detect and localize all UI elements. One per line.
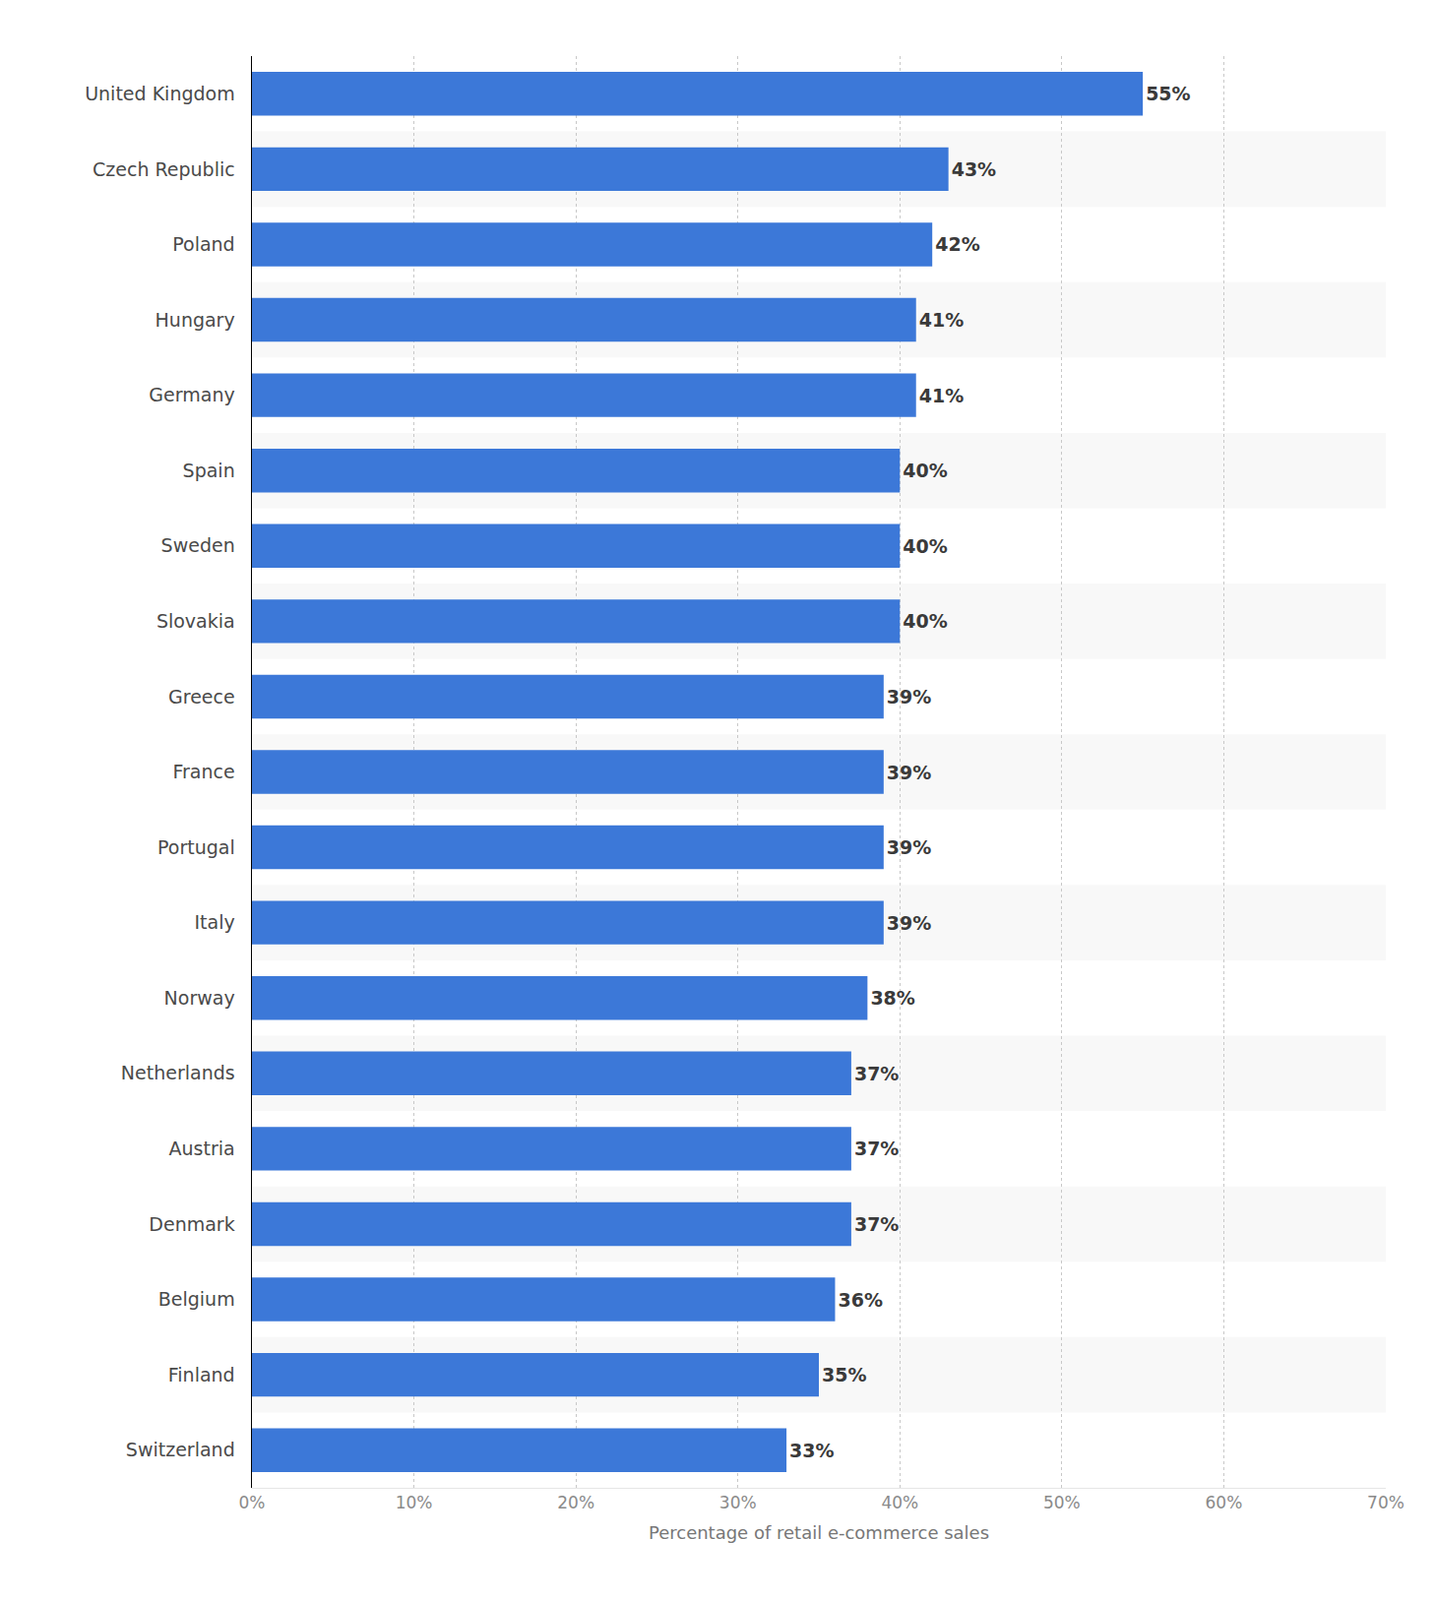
svg-text:Switzerland: Switzerland <box>125 1438 236 1461</box>
svg-text:39%: 39% <box>886 761 932 784</box>
svg-text:40%: 40% <box>902 459 947 482</box>
svg-text:20%: 20% <box>557 1493 595 1513</box>
svg-text:39%: 39% <box>886 836 932 859</box>
svg-text:Hungary: Hungary <box>155 309 236 331</box>
svg-text:30%: 30% <box>719 1493 757 1513</box>
svg-text:United Kingdom: United Kingdom <box>84 82 236 105</box>
svg-text:39%: 39% <box>886 912 932 935</box>
svg-text:Slovakia: Slovakia <box>156 610 236 632</box>
svg-text:38%: 38% <box>870 987 915 1009</box>
svg-text:33%: 33% <box>789 1439 834 1462</box>
svg-text:37%: 37% <box>854 1137 899 1160</box>
svg-text:Finland: Finland <box>168 1364 236 1386</box>
svg-text:35%: 35% <box>821 1364 867 1386</box>
svg-text:50%: 50% <box>1043 1493 1081 1513</box>
svg-text:36%: 36% <box>837 1289 882 1311</box>
svg-text:France: France <box>173 760 236 783</box>
svg-text:55%: 55% <box>1145 82 1190 105</box>
svg-text:Spain: Spain <box>183 459 236 482</box>
svg-text:41%: 41% <box>919 384 964 407</box>
svg-text:Italy: Italy <box>193 911 235 934</box>
svg-text:41%: 41% <box>919 309 964 331</box>
svg-text:0%: 0% <box>239 1493 266 1513</box>
svg-text:70%: 70% <box>1367 1493 1405 1513</box>
svg-text:Austria: Austria <box>169 1137 236 1160</box>
svg-text:60%: 60% <box>1205 1493 1244 1513</box>
svg-text:Portugal: Portugal <box>157 836 236 859</box>
svg-text:43%: 43% <box>951 158 997 181</box>
svg-text:40%: 40% <box>880 1493 919 1513</box>
svg-text:37%: 37% <box>854 1062 899 1085</box>
svg-text:Netherlands: Netherlands <box>121 1061 236 1084</box>
svg-text:Percentage of retail e-commerc: Percentage of retail e-commerce sales <box>648 1522 990 1544</box>
svg-text:42%: 42% <box>935 233 980 255</box>
svg-text:10%: 10% <box>395 1493 434 1513</box>
svg-text:Greece: Greece <box>168 686 236 708</box>
svg-text:39%: 39% <box>886 686 932 708</box>
svg-text:Norway: Norway <box>164 987 236 1009</box>
svg-text:Denmark: Denmark <box>148 1213 235 1236</box>
svg-text:Poland: Poland <box>172 233 235 255</box>
svg-text:Sweden: Sweden <box>161 534 236 557</box>
svg-text:Belgium: Belgium <box>158 1288 236 1311</box>
svg-text:40%: 40% <box>902 610 947 632</box>
svg-text:Germany: Germany <box>148 383 235 406</box>
svg-text:37%: 37% <box>854 1213 899 1236</box>
svg-text:Czech Republic: Czech Republic <box>92 158 236 181</box>
svg-text:40%: 40% <box>902 535 947 558</box>
